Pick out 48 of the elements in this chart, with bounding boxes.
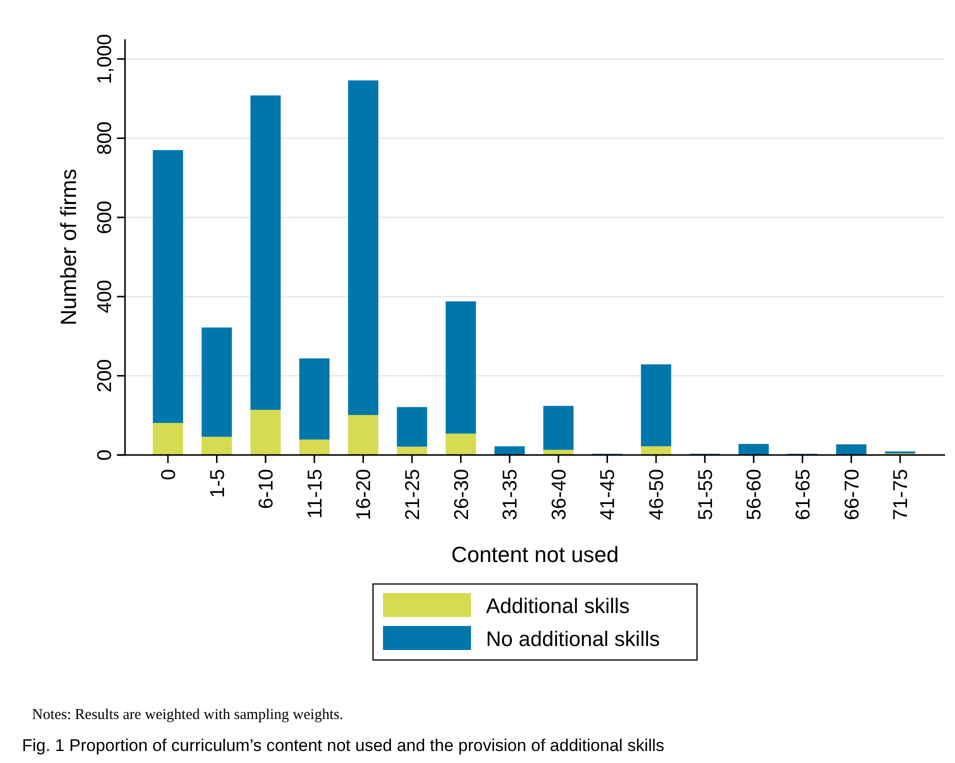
bar bbox=[348, 80, 378, 416]
bar bbox=[250, 95, 281, 410]
y-tick-label: 800 bbox=[94, 122, 116, 155]
bar bbox=[152, 422, 184, 455]
y-tick-label: 600 bbox=[94, 200, 116, 234]
bar bbox=[299, 440, 330, 455]
bar bbox=[396, 446, 428, 455]
x-tick-label: 56-60 bbox=[744, 469, 766, 520]
caption: Fig. 1 Proportion of curriculum’s content not used and the provision of additional skills bbox=[22, 736, 664, 755]
x-tick-label: 6-10 bbox=[256, 469, 278, 510]
text: Notes: Results are weighted with sampling weights. bbox=[32, 707, 344, 723]
bar bbox=[446, 434, 476, 455]
y-tick-label: 1,000 bbox=[94, 34, 116, 84]
y-tick-label: 200 bbox=[94, 359, 116, 392]
bar bbox=[640, 364, 672, 446]
bar bbox=[836, 444, 866, 455]
x-tick-label: 31-35 bbox=[500, 469, 522, 520]
x-tick-label: 61-65 bbox=[792, 469, 814, 520]
y-axis-title: Number of firms bbox=[56, 168, 81, 326]
x-tick-label: 66-70 bbox=[841, 469, 864, 520]
bar bbox=[202, 436, 232, 455]
bar bbox=[446, 301, 476, 434]
legend-label: No additional skills bbox=[486, 628, 660, 651]
bar bbox=[640, 446, 672, 455]
bar bbox=[543, 406, 574, 450]
x-tick-label: 21-25 bbox=[402, 469, 424, 520]
bar bbox=[250, 410, 281, 455]
x-tick-label: 71-75 bbox=[890, 469, 912, 520]
y-tick-label: 400 bbox=[94, 280, 116, 314]
bar bbox=[152, 150, 184, 423]
x-tick-label: 46-50 bbox=[646, 469, 668, 520]
bar bbox=[738, 444, 769, 455]
bar bbox=[348, 415, 378, 455]
bar bbox=[299, 358, 330, 440]
x-tick-label: 41-45 bbox=[597, 469, 620, 520]
x-tick-label: 16-20 bbox=[353, 469, 376, 520]
bar bbox=[494, 446, 525, 455]
y-tick-label: 0 bbox=[94, 449, 116, 461]
x-tick-label: 36-40 bbox=[548, 469, 570, 520]
bar bbox=[396, 407, 428, 447]
x-tick-label: 11-15 bbox=[304, 469, 326, 519]
x-tick-label: 1-5 bbox=[206, 469, 229, 498]
bar bbox=[202, 327, 232, 437]
x-tick-label: 26-30 bbox=[450, 469, 473, 520]
x-axis-title: Content not used bbox=[451, 542, 619, 567]
x-tick-label: 0 bbox=[158, 469, 180, 480]
legend-label: Additional skills bbox=[486, 595, 630, 618]
x-tick-label: 51-55 bbox=[694, 469, 717, 520]
